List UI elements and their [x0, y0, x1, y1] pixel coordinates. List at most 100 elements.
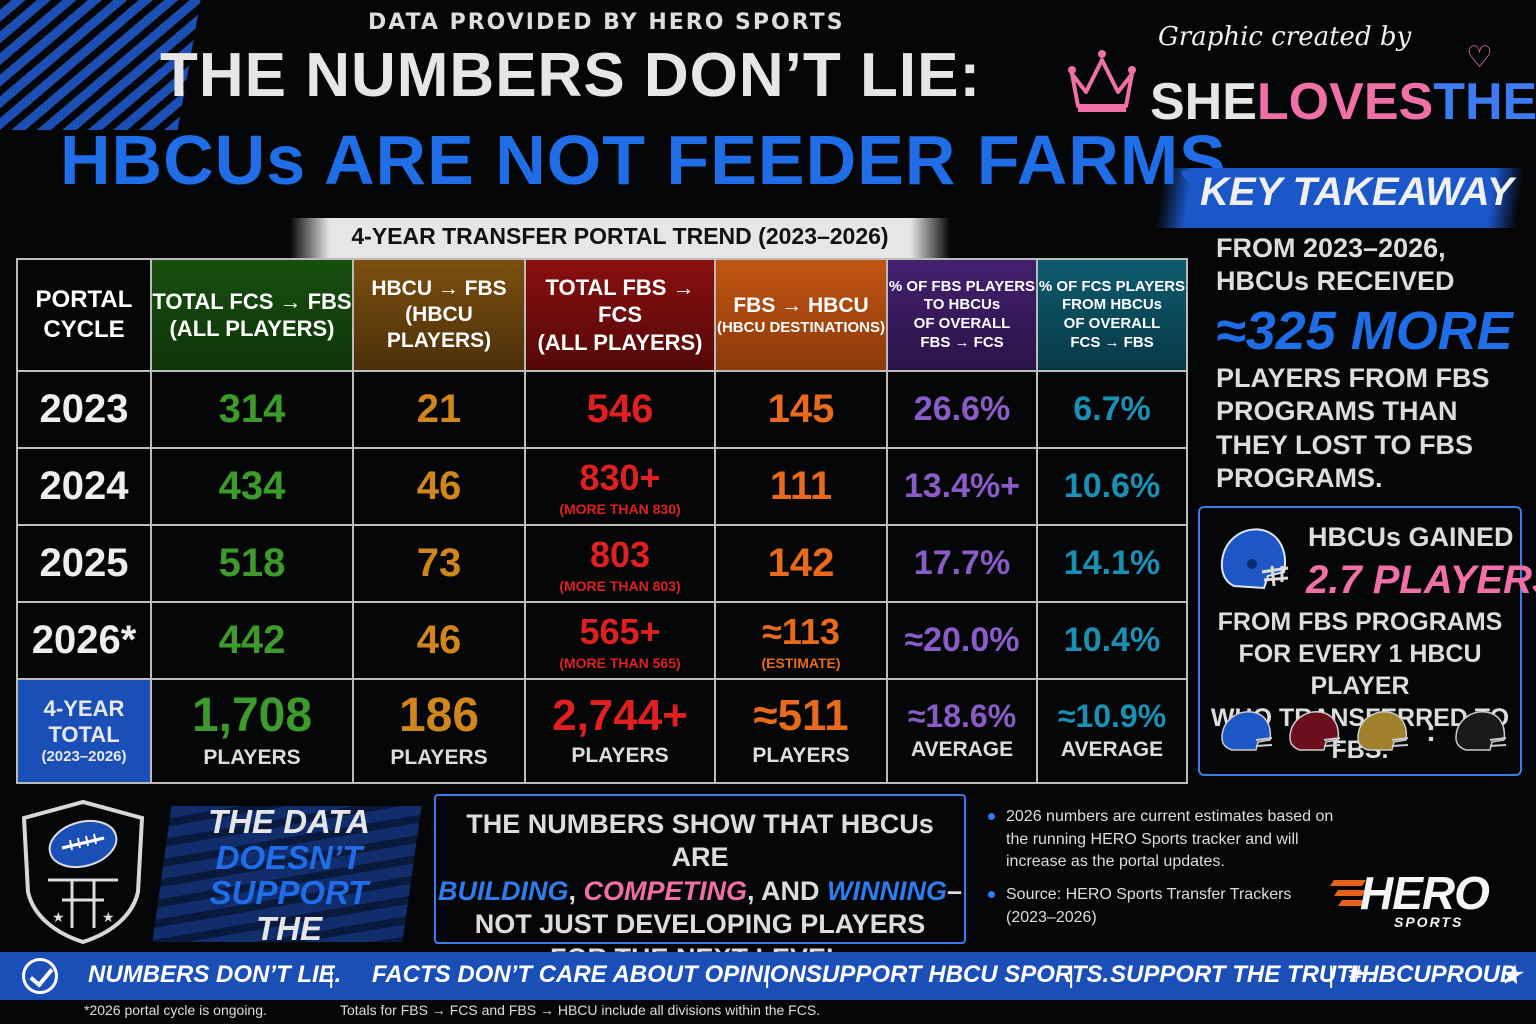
total-label: 4-YEAR TOTAL (2023–2026): [18, 680, 152, 782]
check-circle-icon: [22, 958, 58, 994]
takeaway-rest: PLAYERS FROM FBS PROGRAMS THAN THEY LOST…: [1216, 363, 1490, 494]
slogan-banner: NUMBERS DON’T LIE. | FACTS DON’T CARE AB…: [0, 952, 1536, 1000]
gain-heading: HBCUs GAINED: [1308, 522, 1514, 552]
slogan-item: NUMBERS DON’T LIE.: [88, 961, 342, 988]
header-portal-cycle: PORTAL CYCLE: [18, 260, 152, 370]
speed-stripes-icon: [1330, 880, 1366, 906]
fbs-fcs-note: (MORE THAN 803): [559, 577, 681, 594]
fbs-hbcu-value: 111: [769, 464, 833, 508]
fcs-fbs-value: 518: [218, 541, 286, 585]
pct-fbs-value: 13.4%+: [903, 467, 1021, 505]
transfer-table: PORTAL CYCLE TOTAL FCS → FBS (ALL PLAYERS)…: [16, 258, 1188, 784]
cycle-year: 2023: [39, 387, 129, 431]
star-icon: ★: [1500, 962, 1522, 989]
crown-icon: [1068, 50, 1136, 112]
pct-fbs-value: 17.7%: [913, 544, 1011, 582]
total-fcs-fbs: 1,708: [191, 689, 313, 742]
table-row: 2026* 442 46 565+ (MORE THAN 565) ≈113 (ES…: [18, 603, 1186, 680]
helmet-ratio: :: [1218, 708, 1508, 756]
data-provider: DATA PROVIDED BY HERO SPORTS: [368, 10, 845, 35]
fbs-fcs-value: 830+: [579, 456, 661, 498]
gain-panel: HBCUs GAINED 2.7 PLAYERS FROM FBS PROGRA…: [1198, 506, 1536, 776]
header-fbs-fcs: TOTAL FBS → FCS (ALL PLAYERS): [526, 260, 716, 370]
slogan-item: #HBCUPROUD: [1348, 961, 1518, 988]
total-pct-fbs: ≈18.6%: [907, 698, 1017, 734]
header-fbs-hbcu: FBS → HBCU (HBCU DESTINATIONS): [716, 260, 888, 370]
table-header-row: PORTAL CYCLE TOTAL FCS → FBS (ALL PLAYERS)…: [18, 260, 1186, 372]
subtitle: 4-YEAR TRANSFER PORTAL TREND (2023–2026): [351, 223, 889, 249]
divider: |: [1068, 962, 1075, 989]
takeaway-intro: FROM 2023–2026, HBCUs RECEIVED: [1216, 233, 1455, 297]
note-estimate: 2026 numbers are current estimates based…: [988, 806, 1338, 874]
pct-fcs-value: 14.1%: [1063, 544, 1161, 582]
hbcu-fbs-value: 46: [416, 464, 462, 508]
cycle-year: 2025: [39, 541, 129, 585]
fbs-fcs-note: (MORE THAN 565): [559, 654, 681, 671]
cycle-year: 2026*: [31, 618, 137, 662]
pct-fcs-value: 6.7%: [1073, 390, 1151, 428]
heart-icon: ♡: [1466, 41, 1493, 74]
footnote-totals: Totals for FBS → FCS and FBS → HBCU incl…: [340, 1002, 821, 1018]
pct-fcs-value: 10.4%: [1063, 621, 1161, 659]
header-hbcu-fbs: HBCU → FBS (HBCU PLAYERS): [354, 260, 526, 370]
pct-fcs-value: 10.6%: [1063, 467, 1161, 505]
brand-part-thee: THEE: [1433, 73, 1536, 131]
footnote-ongoing: *2026 portal cycle is ongoing.: [84, 1002, 267, 1018]
divider: |: [1328, 962, 1335, 989]
page-title-line2: HBCUs ARE NOT FEEDER FARMS: [60, 121, 1227, 199]
divider: |: [764, 962, 771, 989]
table-total-row: 4-YEAR TOTAL (2023–2026) 1,708 PLAYERS 18…: [18, 680, 1186, 782]
pct-fbs-value: 26.6%: [913, 390, 1011, 428]
takeaway-title: KEY TAKEAWAY: [1200, 170, 1514, 214]
notes-list: 2026 numbers are current estimates based…: [988, 806, 1338, 940]
header-fcs-fbs: TOTAL FCS → FBS (ALL PLAYERS): [152, 260, 354, 370]
slogan-item: SUPPORT HBCU SPORTS.: [806, 961, 1110, 988]
divider: |: [328, 962, 335, 989]
hero-sports-logo: HERO SPORTS: [1330, 866, 1514, 936]
football-helmet-icon: [1220, 528, 1289, 590]
hbcu-fbs-value: 21: [416, 387, 462, 431]
black-helmet-icon: [1455, 711, 1507, 751]
summary-panel: THE NUMBERS SHOW THAT HBCUs ARE BUILDING…: [434, 794, 966, 973]
table-row: 2025 518 73 803 (MORE THAN 803) 142 17.7%…: [18, 526, 1186, 603]
header-pct-fcs: % OF FCS PLAYERS FROM HBCUs OF OVERALL FCS …: [1038, 260, 1186, 370]
brand-part-she: SHE: [1150, 73, 1257, 131]
slogan-item: SUPPORT THE TRUTH.: [1110, 961, 1375, 988]
fbs-fcs-value: 803: [589, 533, 651, 575]
blue-helmet-icon: [1221, 711, 1273, 751]
slogan-item: FACTS DON’T CARE ABOUT OPINIONS.: [372, 961, 829, 988]
total-fbs-fcs: 2,744+: [552, 691, 688, 740]
svg-text:★: ★: [52, 910, 65, 926]
total-pct-fcs: ≈10.9%: [1057, 698, 1167, 734]
page-title-line1: THE NUMBERS DON’T LIE:: [160, 41, 982, 110]
fbs-hbcu-value: ≈113: [762, 610, 840, 652]
fbs-fcs-value: 546: [586, 387, 654, 431]
credit-text: Graphic created by: [1158, 22, 1412, 52]
brand-logo: SHELOVESTHEE: [1150, 72, 1536, 132]
fbs-hbcu-note: (ESTIMATE): [761, 654, 841, 671]
fbs-hbcu-value: 145: [767, 387, 835, 431]
hbcu-fbs-value: 73: [416, 541, 462, 585]
table-row: 2023 314 21 546 145 26.6% 6.7%: [18, 372, 1186, 449]
summary-text: THE NUMBERS SHOW THAT HBCUs ARE BUILDING…: [437, 809, 963, 973]
note-source: Source: HERO Sports Transfer Trackers (2…: [988, 884, 1338, 929]
takeaway-highlight: ≈325 MORE: [1216, 301, 1513, 361]
fbs-fcs-note: (MORE THAN 830): [559, 500, 681, 517]
subtitle-banner: 4-YEAR TRANSFER PORTAL TREND (2023–2026): [290, 218, 950, 258]
total-hbcu-fbs: 186: [398, 689, 480, 742]
cycle-year: 2024: [39, 464, 129, 508]
header-pct-fbs: % OF FBS PLAYERS TO HBCUs OF OVERALL FBS → …: [888, 260, 1038, 370]
hbcu-fbs-value: 46: [416, 618, 462, 662]
fcs-fbs-value: 314: [218, 387, 286, 431]
svg-text:★: ★: [102, 910, 115, 926]
gain-body: FROM FBS PROGRAMS FOR EVERY 1 HBCU PLAYE…: [1210, 608, 1510, 764]
brand-part-loves: LOVES: [1256, 73, 1434, 131]
fcs-fbs-value: 442: [218, 618, 286, 662]
football-shield-icon: ★ ★: [21, 799, 145, 945]
gain-highlight: 2.7 PLAYERS: [1306, 558, 1536, 602]
maroon-helmet-icon: [1289, 711, 1341, 751]
table-row: 2024 434 46 830+ (MORE THAN 830) 111 13.4…: [18, 449, 1186, 526]
ratio-separator: :: [1426, 715, 1436, 748]
fbs-hbcu-value: 142: [767, 541, 835, 585]
pct-fbs-value: ≈20.0%: [904, 621, 1020, 659]
